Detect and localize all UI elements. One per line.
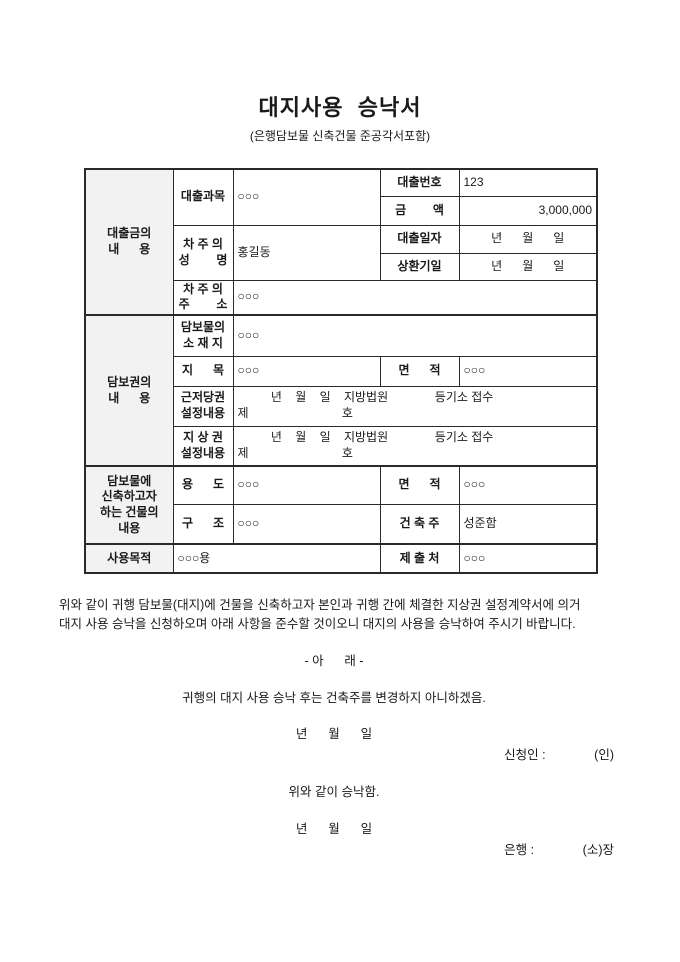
structure-label: 구 조 bbox=[172, 503, 234, 546]
date-line-2: 년 월 일 bbox=[295, 822, 373, 836]
mortgage-setting-value: 년 월 일 지방법원 등기소 접수 제 호 bbox=[232, 385, 598, 427]
usage-purpose-header: 사용목적 bbox=[84, 543, 174, 574]
builder-value: 성준함 bbox=[458, 503, 598, 546]
borrower-name-value: 홍길동 bbox=[232, 224, 381, 281]
submit-to-label: 제 출 처 bbox=[379, 543, 460, 574]
usage-purpose-value: ○○○용 bbox=[172, 543, 381, 574]
amount-value: 3,000,000 bbox=[458, 195, 598, 226]
loan-date-value: 년 월 일 bbox=[458, 224, 598, 254]
building-area-label: 면 적 bbox=[379, 465, 460, 505]
date-line-1: 년 월 일 bbox=[295, 727, 373, 741]
loan-number-value: 123 bbox=[458, 168, 598, 197]
pledge-text: 귀행의 대지 사용 승낙 후는 건축주를 변경하지 아니하겠음. bbox=[182, 691, 486, 705]
amount-label: 금 액 bbox=[379, 195, 460, 226]
body-paragraph: 위와 같이 귀행 담보물(대지)에 건물을 신축하고자 본인과 귀행 간에 체결… bbox=[59, 598, 581, 631]
borrower-address-value: ○○○ bbox=[232, 279, 598, 317]
page-title: 대지사용 승낙서 bbox=[258, 95, 422, 120]
builder-label: 건 축 주 bbox=[379, 503, 460, 546]
land-category-value: ○○○ bbox=[232, 355, 381, 387]
surface-right-setting-value: 년 월 일 지방법원 등기소 접수 제 호 bbox=[232, 425, 598, 468]
collateral-details-group-header: 담보권의 내 용 bbox=[84, 314, 174, 467]
applicant-signature-line: 신청인 : (인) bbox=[504, 748, 614, 762]
building-area-value: ○○○ bbox=[458, 465, 598, 505]
borrower-address-label: 차 주 의 주 소 bbox=[172, 279, 234, 317]
repayment-date-value: 년 월 일 bbox=[458, 252, 598, 281]
consent-text: 위와 같이 승낙함. bbox=[288, 785, 380, 799]
loan-consent-table: 대출금의 내 용 대출과목 ○○○ 대출번호 123 금 액 3,000,000… bbox=[84, 168, 598, 575]
building-use-value: ○○○ bbox=[232, 465, 381, 505]
page-subtitle: (은행담보물 신축건물 준공각서포함) bbox=[249, 129, 431, 143]
loan-subject-value: ○○○ bbox=[232, 168, 381, 226]
repayment-date-label: 상환기일 bbox=[379, 252, 460, 281]
loan-number-label: 대출번호 bbox=[379, 168, 460, 197]
mortgage-setting-label: 근저당권 설정내용 bbox=[172, 385, 234, 427]
building-use-label: 용 도 bbox=[172, 465, 234, 505]
land-area-label: 면 적 bbox=[379, 355, 460, 387]
collateral-location-label: 담보물의 소 재 지 bbox=[172, 314, 234, 357]
loan-details-group-header: 대출금의 내 용 bbox=[84, 168, 174, 316]
surface-right-setting-label: 지 상 권 설정내용 bbox=[172, 425, 234, 468]
land-category-label: 지 목 bbox=[172, 355, 234, 387]
land-area-value: ○○○ bbox=[458, 355, 598, 387]
new-building-group-header: 담보물에 신축하고자 하는 건물의 내용 bbox=[84, 465, 174, 545]
submit-to-value: ○○○ bbox=[458, 543, 598, 574]
bank-signature-line: 은행 : (소)장 bbox=[504, 843, 614, 857]
structure-value: ○○○ bbox=[232, 503, 381, 546]
loan-subject-label: 대출과목 bbox=[172, 168, 234, 226]
loan-date-label: 대출일자 bbox=[379, 224, 460, 254]
below-marker: - 아 래 - bbox=[304, 654, 364, 668]
collateral-location-value: ○○○ bbox=[232, 314, 598, 357]
borrower-name-label: 차 주 의 성 명 bbox=[172, 224, 234, 281]
